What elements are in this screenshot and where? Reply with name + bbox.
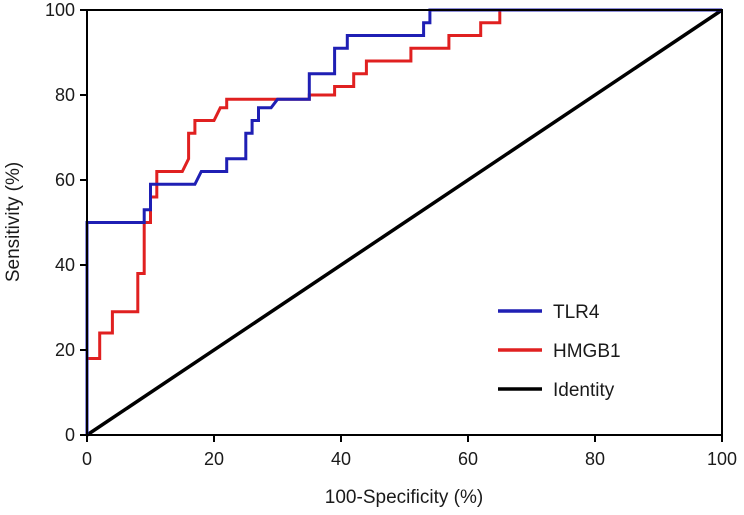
y-tick-label: 40 bbox=[55, 255, 75, 275]
legend: TLR4 HMGB1 Identity bbox=[498, 302, 621, 401]
y-tick-label: 20 bbox=[55, 340, 75, 360]
legend-label-tlr4: TLR4 bbox=[553, 302, 600, 323]
x-tick-label: 100 bbox=[707, 449, 737, 469]
y-tick-label: 60 bbox=[55, 170, 75, 190]
series-line-identity bbox=[86, 8, 723, 437]
legend-label-identity: Identity bbox=[553, 380, 615, 401]
plot-lines bbox=[85, 8, 723, 437]
y-axis-label: Sensitivity (%) bbox=[3, 162, 24, 282]
legend-label-hmgb1: HMGB1 bbox=[553, 341, 621, 362]
x-tick-label: 40 bbox=[331, 449, 351, 469]
x-tick-label: 20 bbox=[204, 449, 224, 469]
x-tick-label: 60 bbox=[458, 449, 478, 469]
y-axis: 0 20 40 60 80 100 bbox=[45, 0, 87, 445]
series-line-hmgb1 bbox=[85, 8, 722, 435]
x-tick-label: 0 bbox=[82, 449, 92, 469]
series-line-tlr4 bbox=[85, 8, 722, 435]
plot-frame bbox=[86, 9, 723, 436]
x-tick-label: 80 bbox=[585, 449, 605, 469]
x-axis-label: 100-Specificity (%) bbox=[325, 487, 483, 508]
y-tick-label: 100 bbox=[45, 0, 75, 20]
y-tick-label: 80 bbox=[55, 85, 75, 105]
y-tick-label: 0 bbox=[65, 425, 75, 445]
x-axis: 0 20 40 60 80 100 bbox=[82, 435, 737, 469]
